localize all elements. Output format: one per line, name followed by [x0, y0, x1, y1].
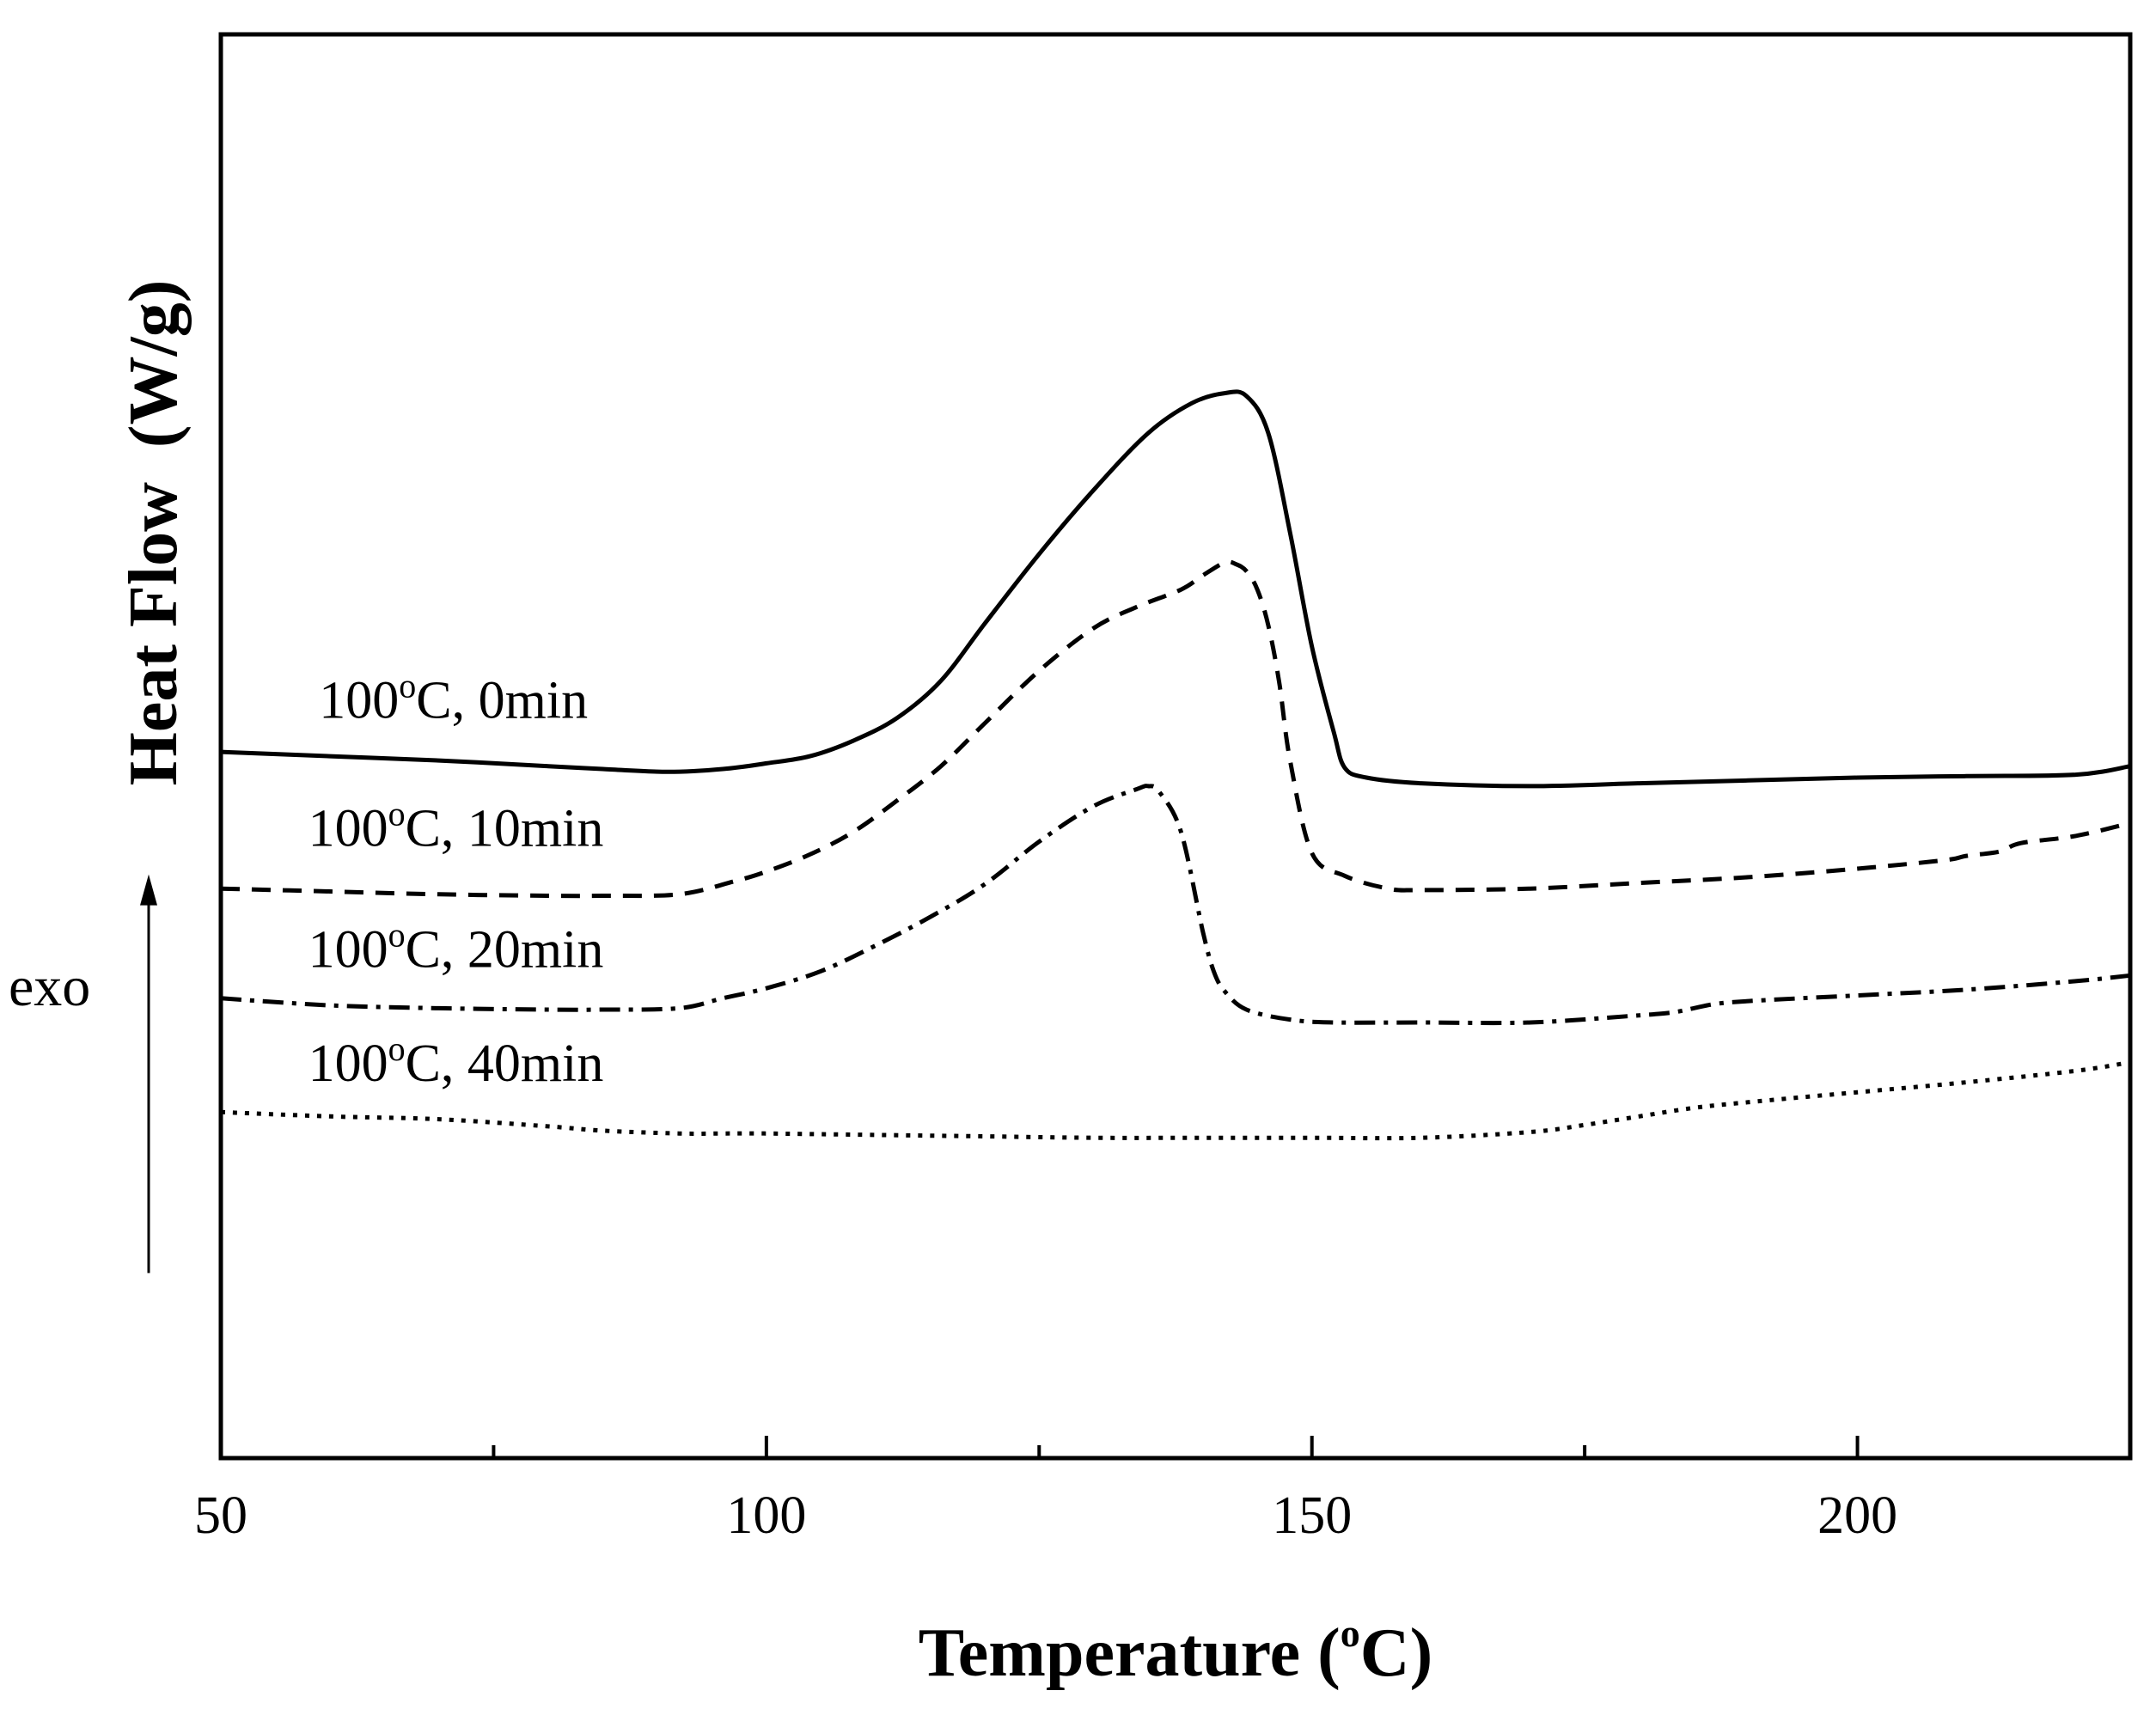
series-label-3: 100oC, 40min	[308, 1029, 604, 1093]
x-axis-tick-labels: 50 100 150 200	[194, 1486, 1897, 1545]
series-labels: 100oC, 0min 100oC, 10min 100oC, 20min 100oC…	[308, 666, 604, 1093]
series-label-2: 100oC, 20min	[308, 915, 604, 979]
exo-annotation: exo	[9, 874, 157, 1273]
x-tick-label: 150	[1272, 1486, 1352, 1545]
x-axis-title: Temperature (oC)	[919, 1611, 1432, 1691]
x-tick-label: 50	[194, 1486, 247, 1545]
series-curves	[220, 389, 2131, 1141]
exo-arrow-head	[140, 874, 157, 906]
series-curve-0	[220, 389, 2131, 789]
plot-frame	[218, 32, 2133, 1461]
series-label-1: 100oC, 10min	[308, 794, 604, 858]
series-label-0: 100oC, 0min	[319, 666, 588, 729]
exo-label: exo	[9, 955, 90, 1018]
series-curve-3	[220, 1059, 2131, 1141]
x-axis-ticks	[219, 1436, 1860, 1458]
series-curve-2	[220, 784, 2131, 1026]
series-curve-1	[220, 559, 2131, 899]
x-tick-label: 100	[726, 1486, 806, 1545]
y-axis-title: Heat Flow (W/g)	[116, 280, 192, 786]
x-tick-label: 200	[1817, 1486, 1897, 1545]
